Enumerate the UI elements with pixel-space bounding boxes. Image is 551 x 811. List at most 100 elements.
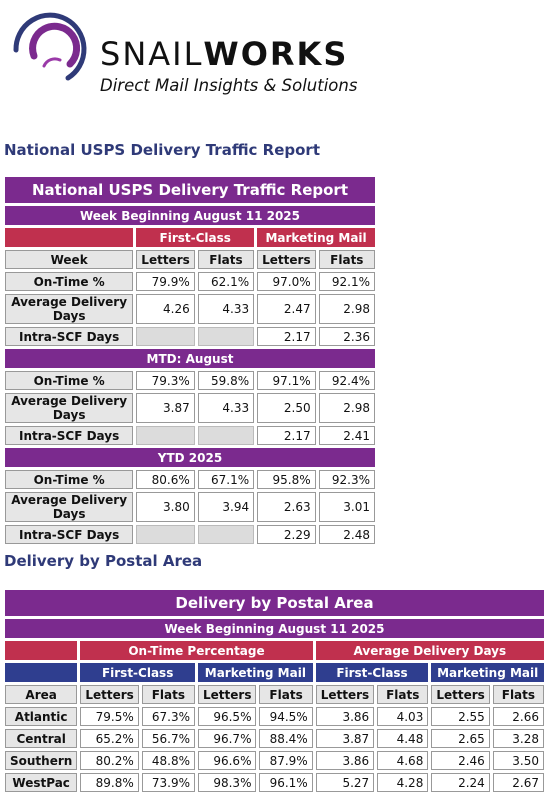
postal-value-cell: 89.8% [80, 773, 139, 792]
postal-col-header: Letters [431, 685, 490, 704]
national-data-row: Intra-SCF Days 2.17 2.41 [5, 426, 375, 445]
postal-value-cell: 4.03 [377, 707, 429, 726]
postal-value-cell: 2.46 [431, 751, 490, 770]
national-data-row: Intra-SCF Days 2.29 2.48 [5, 525, 375, 544]
postal-col-header: Flats [141, 685, 195, 704]
national-value-cell: 3.94 [197, 492, 255, 522]
empty-cell [197, 426, 255, 445]
postal-value-cell: 79.5% [80, 707, 139, 726]
national-group-marketing-mail: Marketing Mail [257, 228, 375, 247]
postal-week-row: Week Beginning August 11 2025 [5, 619, 544, 638]
postal-area-label: Atlantic [5, 707, 78, 726]
national-week-row: Week Beginning August 11 2025 [5, 206, 375, 225]
empty-cell [136, 327, 195, 346]
brand-name-light: SNAIL [100, 35, 204, 73]
national-value-cell: 2.63 [257, 492, 316, 522]
postal-col-header: Flats [377, 685, 429, 704]
national-value-cell: 92.3% [318, 470, 375, 489]
postal-value-cell: 88.4% [259, 729, 313, 748]
postal-value-cell: 2.66 [492, 707, 544, 726]
snailworks-logo: SNAILWORKS Direct Mail Insights & Soluti… [4, 6, 374, 95]
national-col-header: Letters [257, 250, 316, 269]
national-value-cell: 2.41 [318, 426, 375, 445]
national-row-label: On-Time % [5, 272, 134, 291]
postal-value-cell: 96.1% [259, 773, 313, 792]
postal-area-table: Delivery by Postal Area Week Beginning Au… [2, 587, 547, 795]
national-value-cell: 92.1% [318, 272, 375, 291]
national-value-cell: 80.6% [136, 470, 195, 489]
brand-name-bold: WORKS [203, 35, 349, 73]
national-value-cell: 2.29 [257, 525, 316, 544]
national-block-heading: MTD: August [5, 349, 375, 368]
postal-metric-row: On-Time Percentage Average Delivery Days [5, 641, 544, 660]
postal-week-label: Week Beginning August 11 2025 [5, 619, 544, 638]
postal-data-row: Southern 80.2% 48.8% 96.6% 87.9% 3.86 4.68 2.46… [5, 751, 544, 770]
national-column-header-row: Week Letters Flats Letters Flats [5, 250, 375, 269]
national-value-cell: 3.01 [318, 492, 375, 522]
national-value-cell: 97.1% [257, 371, 316, 390]
national-value-cell: 67.1% [197, 470, 255, 489]
postal-col-header: Letters [80, 685, 139, 704]
national-value-cell: 4.33 [197, 393, 255, 423]
postal-value-cell: 96.7% [198, 729, 257, 748]
national-value-cell: 95.8% [257, 470, 316, 489]
postal-col-header: Letters [198, 685, 257, 704]
brand-name: SNAILWORKS [100, 38, 348, 70]
national-value-cell: 2.17 [257, 426, 316, 445]
national-section-title: National USPS Delivery Traffic Report [4, 141, 320, 159]
national-data-row: On-Time % 79.9% 62.1% 97.0% 92.1% [5, 272, 375, 291]
postal-value-cell: 3.28 [492, 729, 544, 748]
postal-class-spacer [5, 663, 78, 682]
postal-col-area: Area [5, 685, 78, 704]
national-block-heading-row: YTD 2025 [5, 448, 375, 467]
national-value-cell: 2.48 [318, 525, 375, 544]
postal-class-group: First-Class [315, 663, 429, 682]
postal-value-cell: 2.67 [492, 773, 544, 792]
national-data-row: On-Time % 80.6% 67.1% 95.8% 92.3% [5, 470, 375, 489]
postal-value-cell: 80.2% [80, 751, 139, 770]
national-value-cell: 92.4% [318, 371, 375, 390]
postal-value-cell: 3.86 [315, 751, 375, 770]
postal-column-header-row: Area Letters Flats Letters Flats Letters Flats… [5, 685, 544, 704]
postal-value-cell: 98.3% [198, 773, 257, 792]
national-col-week: Week [5, 250, 134, 269]
national-row-label: On-Time % [5, 371, 134, 390]
postal-title-row: Delivery by Postal Area [5, 590, 544, 616]
national-row-label: Intra-SCF Days [5, 426, 134, 445]
postal-value-cell: 5.27 [315, 773, 375, 792]
postal-value-cell: 4.68 [377, 751, 429, 770]
snail-swirl-icon [13, 12, 87, 81]
national-value-cell: 2.98 [318, 294, 375, 324]
postal-value-cell: 56.7% [141, 729, 195, 748]
postal-value-cell: 96.5% [198, 707, 257, 726]
national-block-heading: YTD 2025 [5, 448, 375, 467]
postal-value-cell: 4.48 [377, 729, 429, 748]
national-row-label: Average Delivery Days [5, 393, 134, 423]
national-row-label: Average Delivery Days [5, 294, 134, 324]
national-value-cell: 2.98 [318, 393, 375, 423]
national-value-cell: 3.87 [136, 393, 195, 423]
postal-value-cell: 2.65 [431, 729, 490, 748]
national-col-header: Flats [318, 250, 375, 269]
empty-cell [136, 426, 195, 445]
national-group-first-class: First-Class [136, 228, 255, 247]
postal-value-cell: 65.2% [80, 729, 139, 748]
postal-area-label: WestPac [5, 773, 78, 792]
empty-cell [197, 327, 255, 346]
postal-col-header: Flats [259, 685, 313, 704]
national-data-row: Average Delivery Days 4.26 4.33 2.47 2.98 [5, 294, 375, 324]
national-group-row: First-Class Marketing Mail [5, 228, 375, 247]
postal-metric-spacer [5, 641, 78, 660]
national-data-row: Average Delivery Days 3.80 3.94 2.63 3.01 [5, 492, 375, 522]
postal-section-title: Delivery by Postal Area [4, 552, 203, 570]
postal-value-cell: 48.8% [141, 751, 195, 770]
postal-class-group: Marketing Mail [198, 663, 313, 682]
postal-value-cell: 73.9% [141, 773, 195, 792]
postal-col-header: Flats [492, 685, 544, 704]
postal-value-cell: 4.28 [377, 773, 429, 792]
postal-value-cell: 3.87 [315, 729, 375, 748]
postal-class-row: First-Class Marketing Mail First-Class Mark… [5, 663, 544, 682]
postal-metric-on-time: On-Time Percentage [80, 641, 313, 660]
postal-class-group: First-Class [80, 663, 195, 682]
national-title-row: National USPS Delivery Traffic Report [5, 177, 375, 203]
